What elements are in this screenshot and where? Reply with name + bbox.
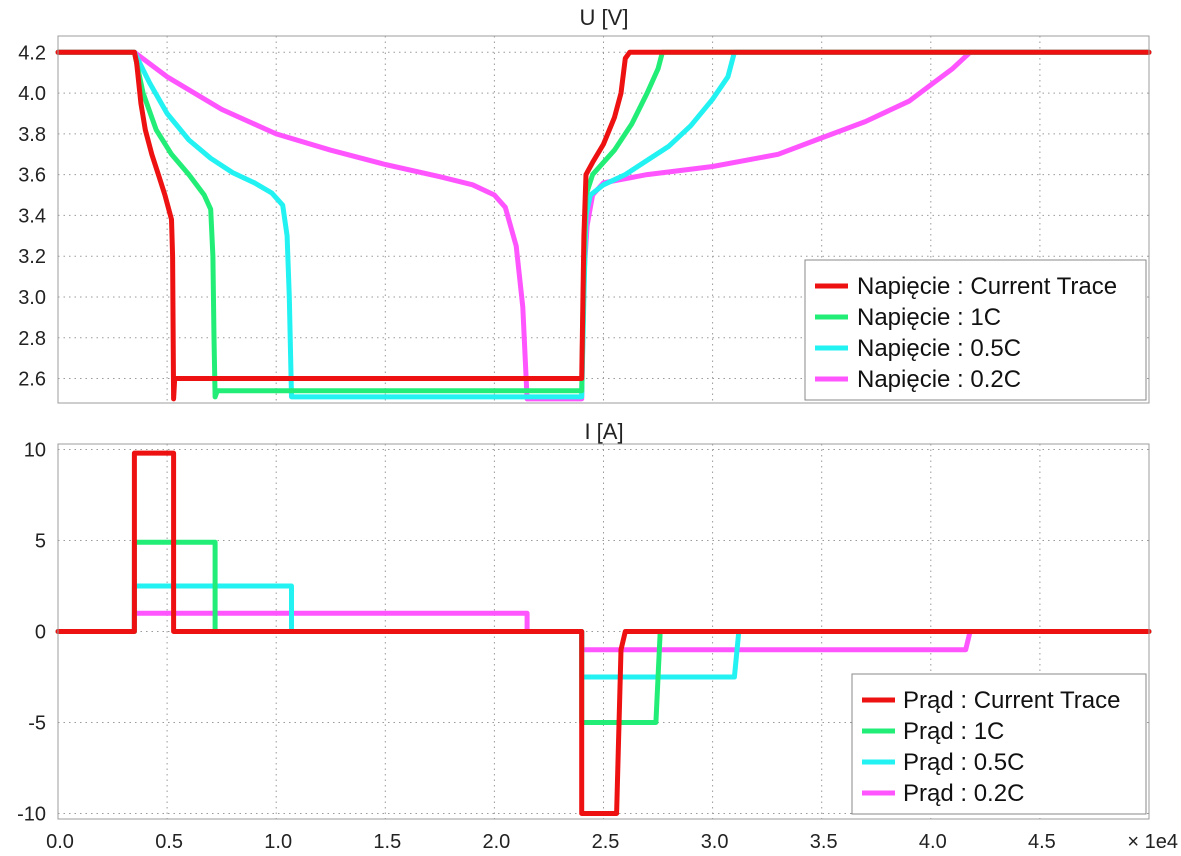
voltage-y-tick-label: 3.4 [18, 205, 46, 227]
voltage-series [55, 49, 1152, 402]
x-tick-label: 1.5 [373, 831, 401, 853]
current-series [55, 450, 1152, 816]
current-legend-label-05c: Prąd : 0.5C [903, 749, 1024, 776]
current-y-tick-label: 10 [24, 439, 46, 461]
current-legend-label-current-trace: Prąd : Current Trace [903, 687, 1120, 714]
voltage-y-tick-label: 2.8 [18, 328, 46, 350]
x-tick-label: 3.0 [701, 831, 729, 853]
voltage-legend-box [804, 259, 1147, 401]
current-panel: I [A] -10 -5 0 5 10 0.0 0.5 1.0 1.5 2.0 2.5 3.0 3.5… [17, 419, 1178, 853]
voltage-y-tick-label: 3.8 [18, 124, 46, 146]
current-y-tick-label: 0 [35, 622, 46, 644]
x-tick-label: 1.0 [264, 831, 292, 853]
current-y-ticks: -10 -5 0 5 10 [17, 439, 46, 825]
current-y-tick-label: 5 [35, 530, 46, 552]
voltage-plot-frame [57, 35, 1150, 404]
current-title: I [A] [584, 419, 623, 444]
voltage-legend-label-current-trace: Napięcie : Current Trace [857, 273, 1117, 300]
current-legend-box [851, 673, 1147, 815]
voltage-y-tick-label: 3.0 [18, 287, 46, 309]
x-tick-label: 2.0 [482, 831, 510, 853]
voltage-title: U [V] [580, 5, 629, 30]
current-legend-label-02c: Prąd : 0.2C [903, 780, 1024, 807]
voltage-panel: U [V] 2.6 2.8 3.0 3.2 3.4 3.6 3.8 4.0 4.2 Napięc… [18, 5, 1152, 404]
current-y-tick-label: -5 [28, 713, 46, 735]
x-multiplier: × 1e4 [1127, 831, 1178, 853]
x-tick-label: 4.5 [1028, 831, 1056, 853]
voltage-series-0-5c [55, 49, 1152, 400]
voltage-y-tick-label: 4.0 [18, 83, 46, 105]
voltage-legend-label-1c: Napięcie : 1C [857, 304, 1001, 331]
current-y-tick-label: -10 [17, 804, 46, 826]
x-tick-labels: 0.0 0.5 1.0 1.5 2.0 2.5 3.0 3.5 4.0 4.5 [46, 831, 1056, 853]
x-tick-label: 4.0 [919, 831, 947, 853]
current-legend: Prąd : Current Trace Prąd : 1C Prąd : 0.… [851, 673, 1147, 815]
voltage-series-current-trace [55, 49, 1152, 402]
voltage-y-tick-label: 3.2 [18, 246, 46, 268]
x-tick-label: 3.5 [810, 831, 838, 853]
voltage-y-ticks: 2.6 2.8 3.0 3.2 3.4 3.6 3.8 4.0 4.2 [18, 42, 46, 390]
voltage-y-tick-label: 2.6 [18, 369, 46, 391]
current-legend-label-1c: Prąd : 1C [903, 718, 1004, 745]
x-tick-label: 0.0 [46, 831, 74, 853]
voltage-legend: Napięcie : Current Trace Napięcie : 1C N… [804, 259, 1147, 401]
x-tick-label: 2.5 [592, 831, 620, 853]
current-series-current-trace [55, 450, 1152, 816]
voltage-legend-label-02c: Napięcie : 0.2C [857, 366, 1021, 393]
voltage-legend-label-05c: Napięcie : 0.5C [857, 335, 1021, 362]
current-plot-frame [57, 443, 1150, 820]
voltage-y-tick-label: 3.6 [18, 165, 46, 187]
voltage-series-1c [55, 49, 1152, 400]
x-tick-label: 0.5 [155, 831, 183, 853]
voltage-y-tick-label: 4.2 [18, 42, 46, 64]
